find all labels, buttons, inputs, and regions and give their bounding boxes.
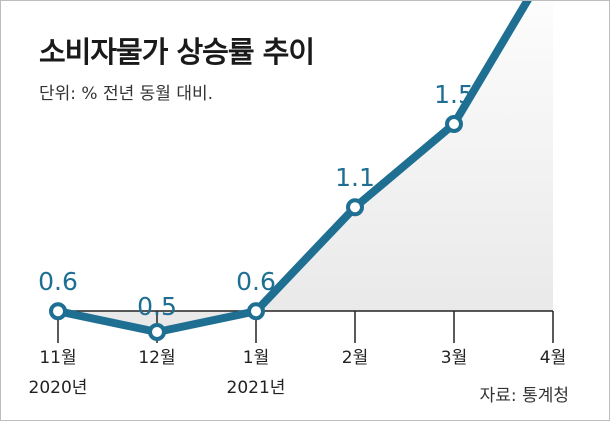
x-tick-sublabel: 2020년 [29, 378, 88, 398]
x-tick-sublabel: 2021년 [227, 378, 286, 398]
data-point [445, 115, 463, 133]
x-tick-label: 3월 [441, 348, 467, 368]
data-point [346, 198, 364, 217]
data-label: 1.5 [434, 80, 474, 109]
data-point [49, 302, 67, 321]
x-tick-label: 11월 [39, 348, 76, 368]
source-note: 자료: 통계청 [479, 386, 569, 406]
x-tick-label: 1월 [243, 348, 269, 368]
x-tick-label: 4월 [540, 348, 566, 368]
x-tick-label: 2월 [342, 348, 368, 368]
data-point [148, 323, 166, 341]
data-label: 0.6 [236, 267, 276, 296]
data-point [247, 302, 265, 321]
chart-title: 소비자물가 상승률 추이 [39, 35, 315, 69]
x-tick-label: 12월 [138, 348, 175, 368]
series-line [54, 1, 532, 336]
chart-subtitle: 단위: % 전년 동월 대비. [39, 84, 214, 104]
data-label: 0.6 [38, 267, 78, 296]
area-fill [58, 1, 553, 332]
data-label: 1.1 [335, 163, 375, 192]
data-label: 0.5 [137, 292, 177, 321]
